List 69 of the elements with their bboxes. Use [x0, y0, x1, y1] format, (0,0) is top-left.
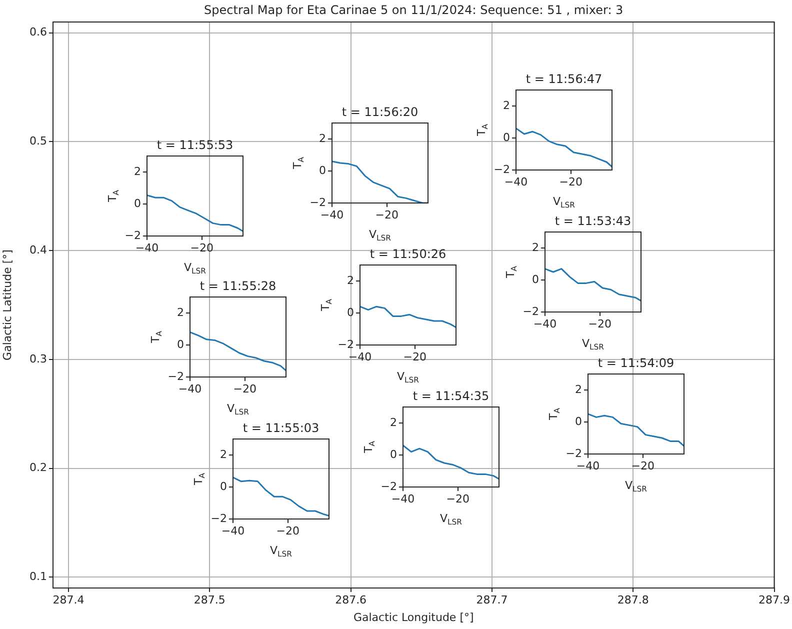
chart-title: t = 11:55:03	[242, 421, 320, 436]
y-tick-label: −2	[210, 512, 227, 525]
y-tick-label: 2	[390, 416, 397, 429]
y-tick-label: 0.6	[30, 26, 47, 39]
y-tick-label: −2	[566, 446, 582, 460]
y-tick-label: 2	[575, 382, 582, 396]
chart-title: t = 11:56:47	[526, 72, 602, 86]
x-tick-label: 287.7	[476, 593, 508, 606]
x-tick-label: −40	[391, 492, 415, 506]
y-tick-label: 0	[390, 448, 397, 461]
x-tick-label: 287.8	[617, 593, 649, 606]
x-tick-label: 287.9	[758, 593, 790, 606]
y-tick-label: −2	[338, 338, 354, 351]
y-tick-label: 0	[503, 130, 510, 144]
chart-title: t = 11:54:35	[412, 389, 490, 404]
y-tick-label: 0	[575, 414, 582, 428]
y-tick-label: 2	[319, 132, 326, 145]
x-tick-label: 287.5	[194, 593, 226, 606]
x-tick-label: −20	[190, 241, 214, 254]
x-tick-label: 287.4	[52, 593, 84, 606]
y-tick-label: 2	[347, 274, 354, 287]
y-tick-label: 2	[532, 240, 539, 254]
x-tick-label: −20	[276, 524, 300, 538]
chart-title: t = 11:56:20	[342, 105, 418, 120]
y-tick-label: 0.5	[30, 134, 47, 148]
x-tick-label: −40	[533, 317, 557, 330]
x-tick-label: −40	[348, 350, 372, 364]
y-tick-label: 0	[319, 164, 326, 177]
x-tick-label: −20	[233, 382, 256, 396]
y-tick-label: 0	[134, 196, 141, 210]
y-tick-label: −2	[522, 304, 539, 318]
y-tick-label: 2	[134, 164, 141, 178]
x-tick-label: −40	[320, 208, 344, 222]
y-tick-label: 2	[503, 98, 510, 112]
y-tick-label: 0	[532, 272, 539, 286]
y-tick-label: −2	[168, 370, 184, 383]
x-tick-label: −20	[375, 208, 398, 222]
x-tick-label: −40	[576, 459, 600, 472]
chart-title: t = 11:54:09	[598, 356, 674, 370]
chart-title: t = 11:53:43	[554, 214, 632, 228]
y-tick-label: −2	[310, 196, 326, 209]
x-tick-label: −40	[504, 175, 528, 188]
x-tick-label: −40	[221, 524, 245, 538]
y-tick-label: 0.2	[30, 461, 47, 474]
x-tick-label: −20	[559, 175, 582, 188]
y-tick-label: 2	[220, 448, 227, 461]
y-tick-label: −2	[380, 480, 397, 493]
y-tick-label: 0	[220, 480, 227, 493]
y-axis-title: Galactic Latitude [°]	[0, 250, 14, 360]
y-tick-label: 0	[347, 306, 354, 319]
chart-title: Spectral Map for Eta Carinae 5 on 11/1/2024: Sequence: 51 , mixer: 3	[204, 3, 624, 18]
x-axis-title: Galactic Longitude [°]	[353, 610, 474, 624]
chart-title: t = 11:55:53	[156, 138, 234, 152]
x-tick-label: −20	[403, 350, 426, 364]
x-tick-label: −40	[178, 382, 202, 396]
y-tick-label: 0	[177, 338, 184, 351]
x-tick-label: −20	[631, 459, 654, 472]
x-tick-label: −20	[588, 317, 612, 330]
y-tick-label: −2	[124, 228, 141, 242]
x-tick-label: −20	[446, 492, 470, 506]
y-tick-label: 0.1	[30, 570, 47, 583]
chart-title: t = 11:50:26	[370, 247, 446, 262]
y-tick-label: 0.4	[30, 243, 47, 256]
y-tick-label: 0.3	[30, 352, 47, 366]
x-tick-label: 287.6	[335, 593, 367, 606]
y-tick-label: −2	[494, 162, 510, 176]
x-tick-label: −40	[135, 241, 159, 254]
y-tick-label: 2	[177, 306, 184, 319]
chart-title: t = 11:55:28	[200, 279, 276, 294]
